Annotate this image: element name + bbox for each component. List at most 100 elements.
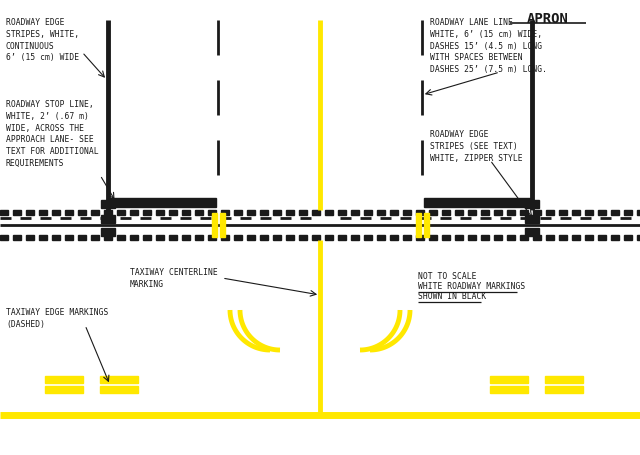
Bar [286, 210, 294, 215]
Bar [78, 210, 86, 215]
Bar [325, 235, 333, 240]
Bar [351, 235, 359, 240]
Bar [39, 235, 47, 240]
Bar [424, 213, 429, 237]
Bar [545, 386, 583, 393]
Bar [490, 376, 528, 383]
Bar [169, 235, 177, 240]
Bar [611, 235, 619, 240]
Bar [143, 210, 151, 215]
Bar [130, 235, 138, 240]
Bar [442, 235, 450, 240]
Bar [312, 235, 320, 240]
Bar [195, 235, 203, 240]
Bar [520, 235, 528, 240]
Bar [624, 210, 632, 215]
Bar [585, 235, 593, 240]
Text: ROADWAY LANE LINE
WHITE, 6’ (15 cm) WIDE,
DASHES 15’ (4.5 m) LONG
WITH SPACES BE: ROADWAY LANE LINE WHITE, 6’ (15 cm) WIDE… [430, 18, 547, 74]
Bar [377, 235, 385, 240]
Bar [52, 210, 60, 215]
Bar [260, 210, 268, 215]
Text: TAXIWAY EDGE MARKINGS
(DASHED): TAXIWAY EDGE MARKINGS (DASHED) [6, 308, 108, 329]
Bar [364, 235, 372, 240]
Bar [0, 210, 8, 215]
Bar [221, 235, 229, 240]
Bar [143, 235, 151, 240]
Bar [13, 210, 21, 215]
Bar [273, 235, 281, 240]
Bar [26, 210, 34, 215]
Bar [100, 386, 138, 393]
Bar [325, 210, 333, 215]
Bar [429, 210, 437, 215]
Bar [91, 235, 99, 240]
Bar [494, 210, 502, 215]
Bar [220, 213, 225, 237]
Bar [100, 376, 138, 383]
Bar [338, 210, 346, 215]
Bar [390, 235, 398, 240]
Text: ROADWAY EDGE
STRIPES, WHITE,
CONTINUOUS
6’ (15 cm) WIDE: ROADWAY EDGE STRIPES, WHITE, CONTINUOUS … [6, 18, 79, 62]
Bar [429, 235, 437, 240]
Bar [299, 235, 307, 240]
Bar [520, 210, 528, 215]
Bar [234, 210, 242, 215]
Bar [65, 210, 73, 215]
Text: APRON: APRON [527, 12, 569, 26]
Bar [403, 235, 411, 240]
Bar [390, 210, 398, 215]
Bar [559, 235, 567, 240]
Bar [299, 210, 307, 215]
Bar [0, 235, 8, 240]
Bar [104, 210, 112, 215]
Bar [104, 235, 112, 240]
Bar [110, 198, 216, 207]
Bar [403, 210, 411, 215]
Bar [221, 210, 229, 215]
Bar [351, 210, 359, 215]
Bar [468, 210, 476, 215]
Bar [525, 215, 539, 223]
Bar [65, 235, 73, 240]
Bar [481, 235, 489, 240]
Bar [572, 235, 580, 240]
Bar [546, 210, 554, 215]
Bar [156, 235, 164, 240]
Bar [585, 210, 593, 215]
Text: WHITE ROADWAY MARKINGS: WHITE ROADWAY MARKINGS [418, 282, 525, 291]
Bar [637, 235, 640, 240]
Bar [494, 235, 502, 240]
Bar [468, 235, 476, 240]
Bar [117, 235, 125, 240]
Bar [13, 235, 21, 240]
Text: SHOWN IN BLACK: SHOWN IN BLACK [418, 292, 486, 301]
Bar [45, 376, 83, 383]
Bar [130, 210, 138, 215]
Bar [101, 215, 115, 223]
Text: ROADWAY EDGE
STRIPES (SEE TEXT)
WHITE, ZIPPER STYLE: ROADWAY EDGE STRIPES (SEE TEXT) WHITE, Z… [430, 130, 523, 162]
Bar [598, 210, 606, 215]
Bar [182, 210, 190, 215]
Bar [455, 235, 463, 240]
Text: TAXIWAY CENTERLINE
MARKING: TAXIWAY CENTERLINE MARKING [130, 268, 218, 289]
Bar [455, 210, 463, 215]
Bar [598, 235, 606, 240]
Bar [52, 235, 60, 240]
Bar [559, 210, 567, 215]
Bar [78, 235, 86, 240]
Bar [525, 228, 539, 236]
Bar [572, 210, 580, 215]
Bar [338, 235, 346, 240]
Bar [637, 210, 640, 215]
Bar [377, 210, 385, 215]
Bar [416, 235, 424, 240]
Bar [182, 235, 190, 240]
Bar [490, 386, 528, 393]
Bar [39, 210, 47, 215]
Bar [234, 235, 242, 240]
Bar [416, 210, 424, 215]
Bar [507, 235, 515, 240]
Bar [260, 235, 268, 240]
Bar [546, 235, 554, 240]
Bar [208, 210, 216, 215]
